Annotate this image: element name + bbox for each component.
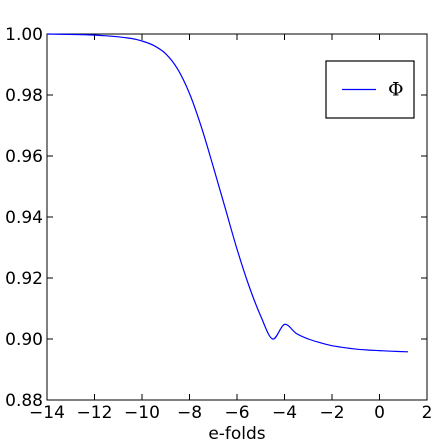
x-ticks: −14 −12 −10 −8 −6 −4 −2 0 2: [29, 34, 432, 423]
series-line: [46, 33, 409, 353]
x-axis-label: e-folds: [208, 424, 265, 444]
series-layer: [46, 33, 409, 353]
legend: Φ: [325, 60, 415, 119]
x-tick-label: −2: [319, 403, 344, 423]
y-tick-label: 0.96: [5, 147, 43, 167]
legend-label: Φ: [388, 79, 404, 101]
x-tick-label: −8: [177, 403, 202, 423]
x-tick-label: −14: [29, 403, 65, 423]
y-tick-label: 0.88: [5, 391, 43, 411]
x-tick-label: −6: [224, 403, 249, 423]
x-tick-label: −4: [272, 403, 297, 423]
x-tick-label: −10: [124, 403, 160, 423]
y-tick-label: 0.90: [5, 330, 43, 350]
y-tick-label: 0.92: [5, 269, 43, 289]
y-ticks: 0.88 0.90 0.92 0.94 0.96 0.98 1.00: [5, 25, 427, 411]
x-tick-label: −12: [77, 403, 113, 423]
x-tick-label: 2: [422, 403, 433, 423]
y-tick-label: 0.98: [5, 86, 43, 106]
y-tick-label: 0.94: [5, 208, 43, 228]
x-tick-label: 0: [374, 403, 385, 423]
y-tick-label: 1.00: [5, 25, 43, 45]
